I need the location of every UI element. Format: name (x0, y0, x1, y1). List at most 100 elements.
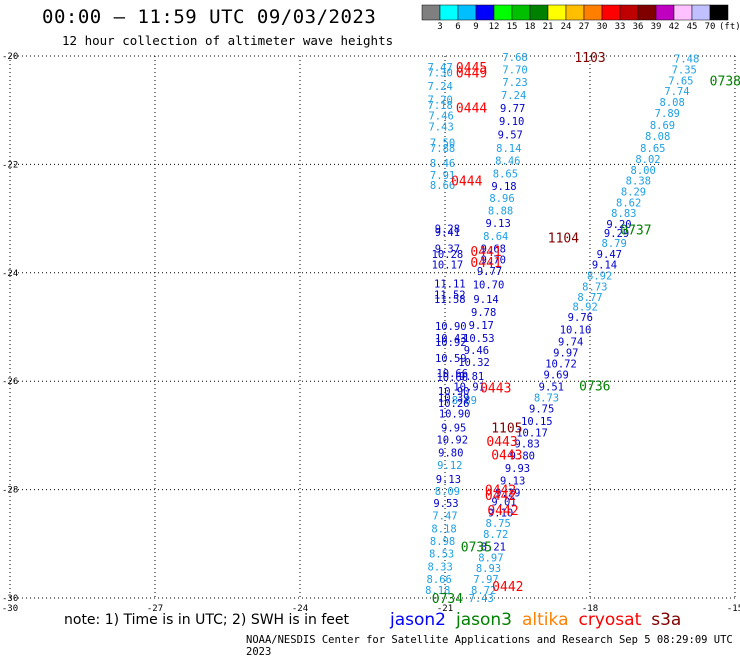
wave-height-label: 9.20 (606, 219, 631, 231)
wave-height-label: 9.37 (435, 243, 460, 255)
wave-height-label: 8.46 (430, 158, 455, 170)
wave-height-label: 9.10 (488, 507, 513, 519)
colorbar-label: 27 (578, 22, 590, 32)
pass-time-label: 1103 (574, 51, 605, 66)
y-tick-label: -28 (2, 486, 18, 496)
wave-height-label: 8.53 (429, 549, 454, 561)
colorbar-swatches (421, 4, 729, 21)
wave-height-label: 9.53 (433, 498, 458, 510)
x-tick-label: -21 (437, 604, 453, 614)
satellite-legend-item: cryosat (578, 610, 642, 630)
wave-height-label: 9.41 (435, 227, 460, 239)
wave-height-label: 7.89 (655, 108, 680, 120)
wave-height-label: 9.76 (568, 312, 593, 324)
wave-height-label: 8.97 (478, 552, 503, 564)
wave-height-label: 9.13 (436, 474, 461, 486)
y-tick-label: -26 (2, 377, 18, 387)
chart-title: 00:00 – 11:59 UTC 09/03/2023 (42, 6, 377, 28)
wave-height-label: 8.64 (483, 231, 508, 243)
wave-height-label: 7.65 (668, 75, 693, 87)
wave-height-label: 10.53 (463, 333, 495, 345)
axis-ticks: -30 -27 -24 -21 -18 -15 -20 -22 -24 -26 -28 -30 (2, 52, 740, 614)
wave-height-label: 9.81 (459, 371, 484, 383)
colorbar-label: 24 (560, 22, 572, 32)
wave-height-label: 7.46 (428, 111, 453, 123)
wave-height-label: 9.51 (539, 382, 564, 394)
wave-height-label: 9.77 (500, 103, 525, 115)
wave-height-label: 8.92 (587, 271, 612, 283)
wave-height-label: 10.32 (458, 357, 490, 369)
wave-height-label: 11.11 (434, 279, 466, 291)
wave-height-label: 10.60 (436, 372, 468, 384)
wave-height-label: 8.21 (481, 542, 506, 554)
colorbar-unit: (ft) (719, 22, 740, 32)
pass-time-label: 0442 (485, 489, 516, 504)
wave-height-label: 9.68 (481, 243, 506, 255)
pass-time-label: 0449 (456, 66, 487, 81)
pass-time-label: 0442 (487, 504, 518, 519)
colorbar-label: 39 (650, 22, 662, 32)
pass-time-label: 0445 (456, 61, 487, 76)
wave-height-label: 9.46 (464, 345, 489, 357)
x-tick-label: -27 (147, 604, 163, 614)
pass-time-label: 0443 (480, 382, 511, 397)
wave-height-label: 10.10 (560, 325, 592, 337)
wave-height-label: 8.83 (611, 208, 636, 220)
colorbar-label: 30 (596, 22, 608, 32)
wave-height-label: 9.78 (471, 307, 496, 319)
satellite-legend-item: jason2 (390, 610, 446, 630)
colorbar-label: 12 (488, 22, 500, 32)
wave-height-label: 10.66 (436, 368, 468, 380)
wave-height-label: 9.69 (544, 370, 569, 382)
wave-height-label: 8.66 (430, 180, 455, 192)
wave-height-label: 10.91 (453, 382, 485, 394)
wave-height-label: 8.73 (534, 392, 559, 404)
footer-note: note: 1) Time is in UTC; 2) SWH is in fe… (64, 612, 350, 628)
wave-height-label: 9.13 (486, 218, 511, 230)
pass-time-label: 0442 (492, 580, 523, 595)
wave-height-label: 7.47 (428, 62, 453, 74)
wave-height-label: 10.90 (435, 321, 467, 333)
colorbar-swatch (637, 4, 657, 21)
wave-height-label: 7.68 (502, 52, 527, 64)
colorbar-label: 3 (437, 22, 443, 32)
colorbar-label: 42 (668, 22, 680, 32)
pass-time-label: 0737 (620, 223, 651, 238)
colorbar-swatch (547, 4, 567, 21)
colorbar-swatch (511, 4, 531, 21)
wave-height-label: 9.18 (491, 181, 516, 193)
wave-height-label: 8.18 (425, 585, 450, 597)
y-tick-label: -24 (2, 269, 18, 279)
wave-height-label: 10.92 (435, 337, 467, 349)
pass-time-label: 0734 (432, 592, 463, 607)
wave-height-label: 8.88 (488, 205, 513, 217)
chart-subtitle: 12 hour collection of altimeter wave hei… (62, 33, 394, 48)
x-tick-label: -30 (2, 604, 18, 614)
wave-height-label: 7.48 (674, 54, 699, 66)
wave-height-label: 9.28 (435, 223, 460, 235)
wave-height-label: 9.95 (441, 422, 466, 434)
wave-height-label: 7.23 (502, 77, 527, 89)
pass-time-label: 0736 (579, 380, 610, 395)
wave-height-label: 7.70 (502, 65, 527, 77)
colorbar-label: 15 (506, 22, 518, 32)
wave-height-label: 10.43 (435, 333, 467, 345)
wave-height-label: 8.92 (573, 301, 598, 313)
wave-height-label: 8.93 (476, 563, 501, 575)
wave-height-label: 8.46 (495, 156, 520, 168)
wave-height-label: 7.20 (428, 94, 453, 106)
wave-height-label: 11.58 (434, 294, 466, 306)
wave-height-label: 8.65 (493, 169, 518, 181)
colorbar-swatch (421, 4, 441, 21)
wave-height-label: 8.66 (427, 574, 452, 586)
colorbar-swatch (565, 4, 585, 21)
wave-height-label: 8.98 (430, 536, 455, 548)
colorbar-swatch (619, 4, 639, 21)
wave-height-label: 9.29 (604, 228, 629, 240)
data-points: 7.687.707.237.249.779.109.578.148.468.65… (425, 52, 699, 605)
wave-height-label: 9.93 (505, 463, 530, 475)
colorbar-label: 18 (524, 22, 536, 32)
pass-time-label: 0443 (486, 435, 517, 450)
